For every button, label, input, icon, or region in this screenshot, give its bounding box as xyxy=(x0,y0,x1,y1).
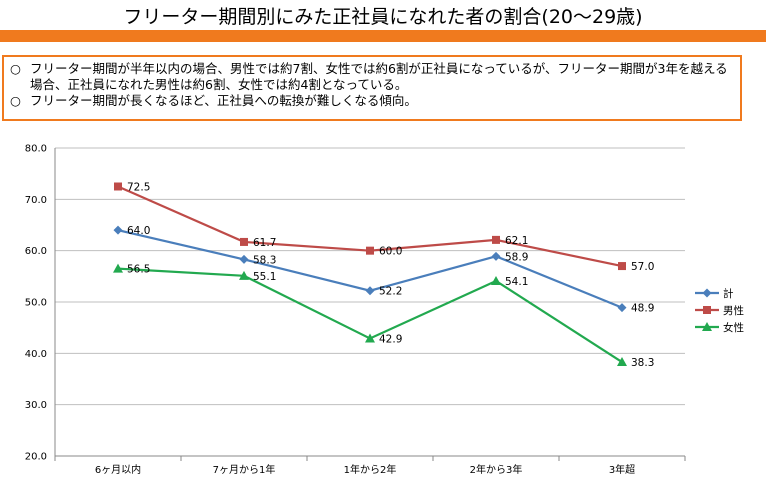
data-point xyxy=(365,286,375,296)
summary-text: フリーター期間が長くなるほど、正社員への転換が難しくなる傾向。 xyxy=(30,93,417,108)
summary-item: ○ フリーター期間が長くなるほど、正社員への転換が難しくなる傾向。 xyxy=(10,93,734,109)
y-tick-label: 70.0 xyxy=(25,195,47,206)
data-label: 56.5 xyxy=(127,264,150,276)
data-point xyxy=(618,262,626,271)
y-tick-label: 40.0 xyxy=(25,349,47,360)
y-tick-label: 50.0 xyxy=(25,298,47,309)
data-label: 72.5 xyxy=(127,182,150,194)
series-line xyxy=(117,267,623,363)
data-point xyxy=(492,235,500,244)
summary-item: ○ フリーター期間が半年以内の場合、男性では約7割、女性では約6割が正社員になって… xyxy=(10,61,734,93)
y-tick-label: 80.0 xyxy=(25,144,47,155)
legend-label: 計 xyxy=(723,287,734,300)
data-point xyxy=(239,254,249,264)
data-label: 38.3 xyxy=(631,357,654,369)
bullet-circle-icon: ○ xyxy=(10,61,21,76)
data-label: 48.9 xyxy=(631,303,654,315)
data-point xyxy=(114,182,122,191)
y-tick-label: 30.0 xyxy=(25,400,47,411)
data-point xyxy=(703,306,711,314)
data-label: 58.3 xyxy=(253,254,276,266)
data-label: 54.1 xyxy=(505,276,528,288)
x-tick-label: 6ヶ月以内 xyxy=(95,463,141,476)
summary-box: ○ フリーター期間が半年以内の場合、男性では約7割、女性では約6割が正社員になって… xyxy=(2,55,742,121)
legend-label: 女性 xyxy=(723,321,744,334)
y-tick-label: 20.0 xyxy=(25,452,47,463)
summary-text: フリーター期間が半年以内の場合、男性では約7割、女性では約6割が正社員になってい… xyxy=(30,61,728,92)
data-label: 62.1 xyxy=(505,235,528,247)
data-point xyxy=(113,225,123,235)
data-label: 58.9 xyxy=(505,251,528,263)
title-accent-bar xyxy=(0,30,766,42)
data-point xyxy=(702,322,712,331)
data-label: 61.7 xyxy=(253,237,276,249)
bullet-circle-icon: ○ xyxy=(10,93,21,108)
data-point xyxy=(491,275,501,285)
data-label: 52.2 xyxy=(379,286,402,298)
x-tick-label: 7ヶ月から1年 xyxy=(213,463,276,476)
series-line xyxy=(117,229,623,309)
data-label: 55.1 xyxy=(253,271,276,283)
data-point xyxy=(113,263,123,273)
data-label: 42.9 xyxy=(379,333,402,345)
data-label: 60.0 xyxy=(379,246,402,258)
data-point xyxy=(617,357,627,367)
data-point xyxy=(491,251,501,261)
legend-label: 男性 xyxy=(723,304,744,317)
page-title: フリーター期間別にみた正社員になれた者の割合(20～29歳) xyxy=(123,6,643,28)
data-point xyxy=(702,288,712,298)
x-tick-label: 2年から3年 xyxy=(470,463,523,476)
data-point xyxy=(240,237,248,246)
x-tick-label: 3年超 xyxy=(609,463,635,476)
x-tick-label: 1年から2年 xyxy=(344,463,397,476)
data-point xyxy=(366,246,374,255)
data-point xyxy=(617,303,627,313)
data-point xyxy=(365,333,375,343)
y-tick-label: 60.0 xyxy=(25,246,47,257)
data-label: 64.0 xyxy=(127,225,150,237)
data-point xyxy=(239,270,249,280)
data-label: 57.0 xyxy=(631,261,654,273)
